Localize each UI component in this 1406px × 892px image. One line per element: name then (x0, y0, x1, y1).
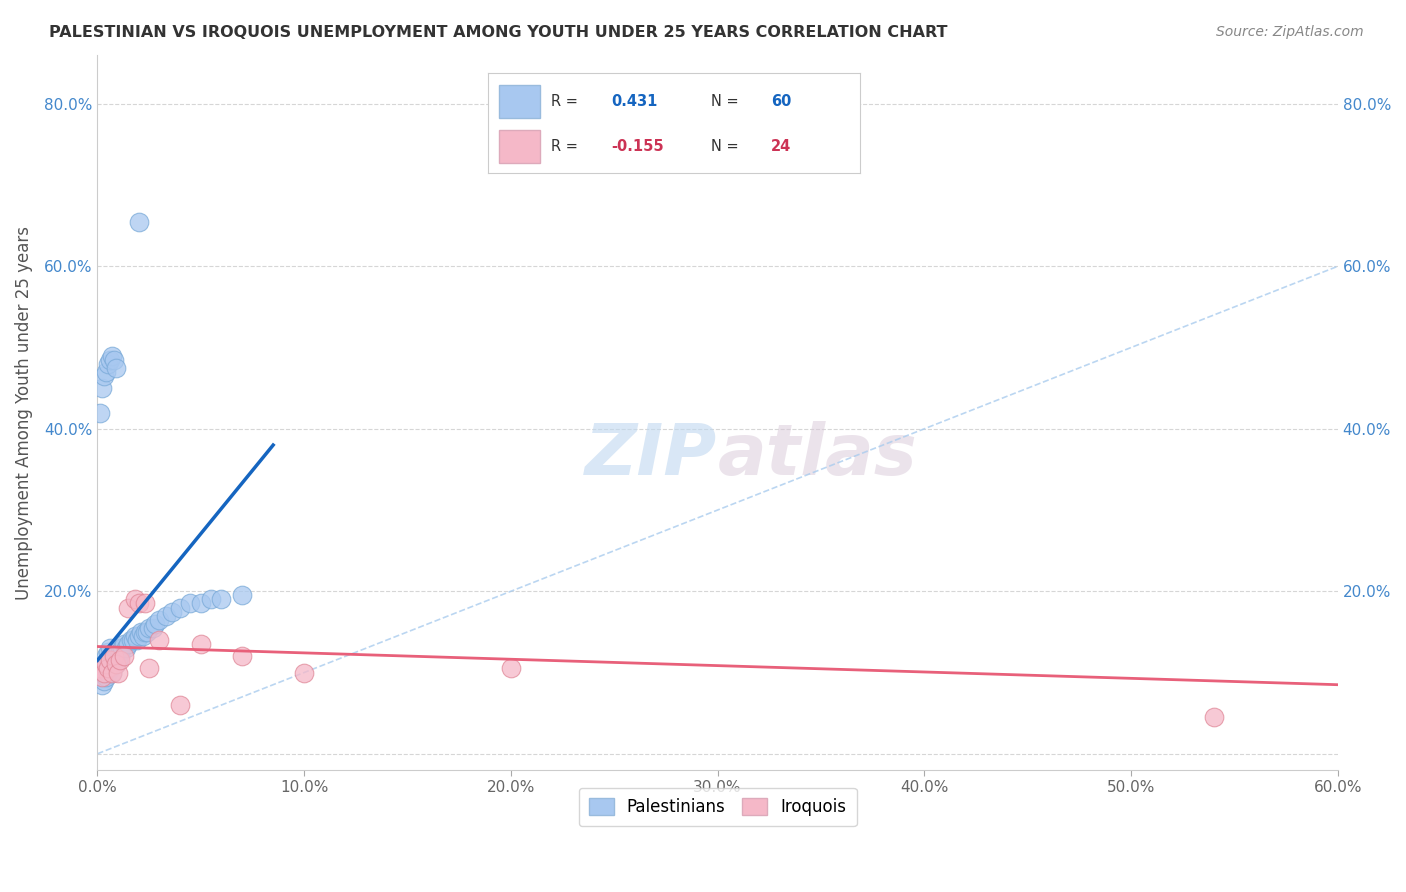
Point (169, 698, 191, 712)
Point (103, 645, 125, 659)
Point (1202, 710, 1225, 724)
Point (499, 661, 522, 675)
Text: PALESTINIAN VS IROQUOIS UNEMPLOYMENT AMONG YOUTH UNDER 25 YEARS CORRELATION CHAR: PALESTINIAN VS IROQUOIS UNEMPLOYMENT AMO… (49, 25, 948, 40)
Y-axis label: Unemployment Among Youth under 25 years: Unemployment Among Youth under 25 years (15, 226, 32, 599)
Point (179, 597, 201, 611)
Point (98, 661, 121, 675)
Point (148, 633, 170, 648)
Point (105, 657, 128, 672)
Point (108, 645, 131, 659)
Point (98, 352, 121, 367)
Point (128, 215, 150, 229)
Point (292, 665, 315, 680)
Point (108, 653, 131, 667)
Point (98, 653, 121, 667)
Point (93, 661, 115, 675)
Point (160, 605, 183, 619)
Point (107, 665, 129, 680)
Point (115, 641, 138, 656)
Point (231, 649, 253, 664)
Point (108, 649, 131, 664)
Point (93, 369, 115, 384)
Point (94, 657, 117, 672)
Point (90, 678, 112, 692)
Point (93, 673, 115, 688)
Point (93, 665, 115, 680)
Point (134, 624, 156, 639)
Point (190, 597, 212, 611)
Point (94, 649, 117, 664)
Point (101, 349, 124, 363)
Point (93, 657, 115, 672)
Point (112, 637, 135, 651)
Point (128, 629, 150, 643)
Point (132, 629, 155, 643)
Point (128, 597, 150, 611)
Point (125, 633, 148, 648)
Point (148, 613, 170, 627)
Point (120, 633, 142, 648)
Point (105, 360, 128, 375)
Point (98, 657, 121, 672)
Point (138, 661, 160, 675)
Point (101, 653, 124, 667)
Point (94, 669, 117, 683)
Point (200, 592, 222, 607)
Text: atlas: atlas (717, 421, 917, 490)
Point (89, 669, 111, 683)
Point (90, 381, 112, 395)
Point (101, 649, 124, 664)
Point (121, 633, 143, 648)
Point (101, 665, 124, 680)
Point (103, 653, 125, 667)
Point (112, 649, 135, 664)
Point (117, 637, 139, 651)
Point (97, 661, 120, 675)
Point (136, 624, 159, 639)
Point (111, 641, 134, 656)
Point (124, 592, 146, 607)
Point (103, 352, 125, 367)
Point (101, 665, 124, 680)
Point (211, 592, 233, 607)
Text: ZIP: ZIP (585, 421, 717, 490)
Point (105, 657, 128, 672)
Point (103, 649, 125, 664)
Point (142, 621, 165, 635)
Point (190, 637, 212, 651)
Point (138, 621, 160, 635)
Point (107, 641, 129, 656)
Point (97, 645, 120, 659)
Point (231, 588, 253, 602)
Point (90, 665, 112, 680)
Point (89, 406, 111, 420)
Text: Source: ZipAtlas.com: Source: ZipAtlas.com (1216, 25, 1364, 39)
Point (169, 600, 191, 615)
Point (155, 608, 177, 623)
Point (98, 641, 121, 656)
Legend: Palestinians, Iroquois: Palestinians, Iroquois (578, 788, 856, 826)
Point (97, 665, 120, 680)
Point (94, 365, 117, 379)
Point (97, 653, 120, 667)
Point (124, 629, 146, 643)
Point (89, 661, 111, 675)
Point (117, 600, 139, 615)
Point (129, 624, 152, 639)
Point (143, 616, 166, 631)
Point (134, 597, 156, 611)
Point (90, 669, 112, 683)
Point (107, 653, 129, 667)
Point (97, 357, 120, 371)
Point (105, 649, 128, 664)
